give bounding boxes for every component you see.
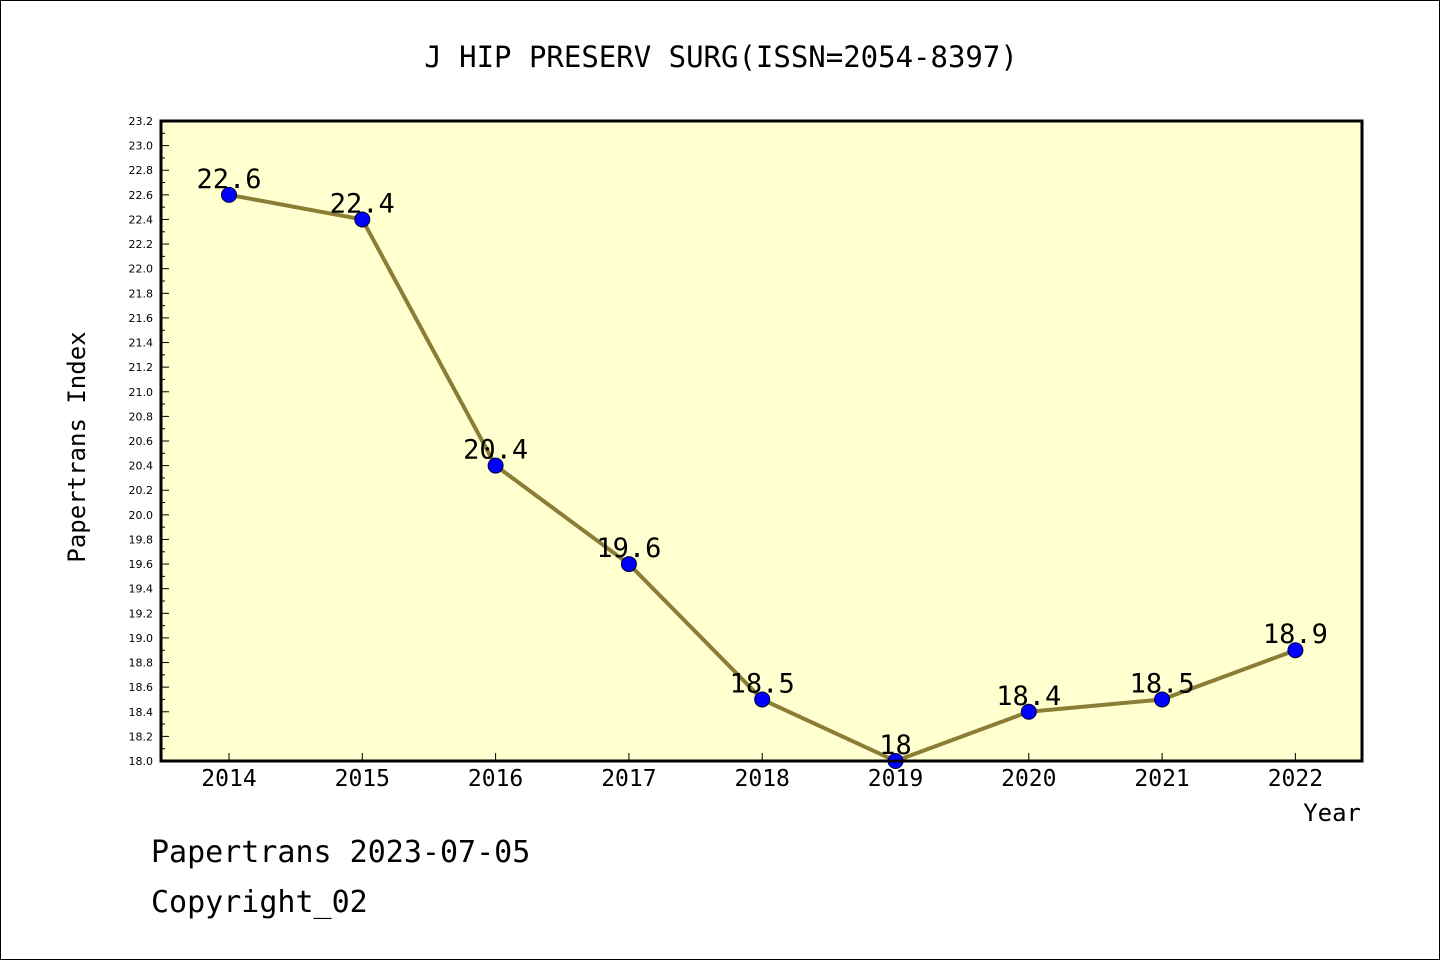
chart-title: J HIP PRESERV SURG(ISSN=2054-8397)	[424, 40, 1018, 74]
data-point	[487, 457, 504, 474]
y-tick-label: 19.0	[129, 632, 154, 645]
x-tick-label: 2021	[1134, 766, 1189, 792]
x-tick-label: 2016	[468, 766, 523, 792]
plot-border	[159, 119, 1364, 763]
data-point	[1020, 703, 1037, 720]
y-tick-label: 21.6	[129, 312, 154, 325]
x-tick-label: 2022	[1268, 766, 1323, 792]
y-axis-label: Papertrans Index	[63, 331, 91, 562]
y-tick-label: 23.0	[129, 140, 154, 153]
x-tick-label: 2018	[735, 766, 790, 792]
x-axis-label: Year	[1303, 799, 1361, 827]
x-tick-label: 2019	[868, 766, 923, 792]
y-tick-label: 20.2	[129, 484, 154, 497]
y-tick-label: 22.2	[129, 238, 154, 251]
y-tick-label: 20.0	[129, 509, 154, 522]
y-tick-label: 20.8	[129, 410, 154, 423]
y-tick-label: 21.0	[129, 386, 154, 399]
y-tick-label: 20.4	[129, 460, 154, 473]
y-tick-label: 21.4	[129, 337, 154, 350]
data-point	[221, 186, 237, 203]
data-point	[620, 556, 637, 573]
x-tick-label: 2017	[601, 766, 656, 792]
y-tick-label: 18.6	[129, 681, 154, 694]
y-tick-label: 19.4	[129, 583, 154, 596]
footer-date: Papertrans 2023-07-05	[151, 835, 531, 870]
y-tick-label: 19.6	[129, 558, 154, 571]
y-tick-label: 19.2	[129, 607, 154, 620]
y-tick-label: 22.6	[129, 189, 154, 202]
y-tick-label: 18.4	[129, 706, 154, 719]
y-tick-label: 18.2	[129, 730, 154, 743]
y-tick-label: 21.2	[129, 361, 154, 374]
data-point	[1154, 691, 1171, 708]
y-tick-label: 21.8	[129, 287, 154, 300]
x-tick-label: 2014	[201, 766, 256, 792]
data-point	[754, 691, 771, 708]
data-point	[354, 211, 371, 228]
y-tick-label: 23.2	[129, 115, 154, 128]
x-tick-label: 2020	[1001, 766, 1056, 792]
y-tick-label: 22.0	[129, 263, 154, 276]
y-tick-label: 22.8	[129, 164, 154, 177]
y-tick-label: 18.8	[129, 657, 154, 670]
data-point	[1287, 642, 1304, 659]
y-tick-label: 19.8	[129, 533, 154, 546]
x-tick-label: 2015	[335, 766, 390, 792]
y-tick-label: 18.0	[129, 755, 154, 768]
plot-area	[161, 121, 1362, 761]
y-tick-label: 20.6	[129, 435, 154, 448]
footer-copyright: Copyright_02	[151, 885, 368, 920]
y-tick-label: 22.4	[129, 213, 154, 226]
